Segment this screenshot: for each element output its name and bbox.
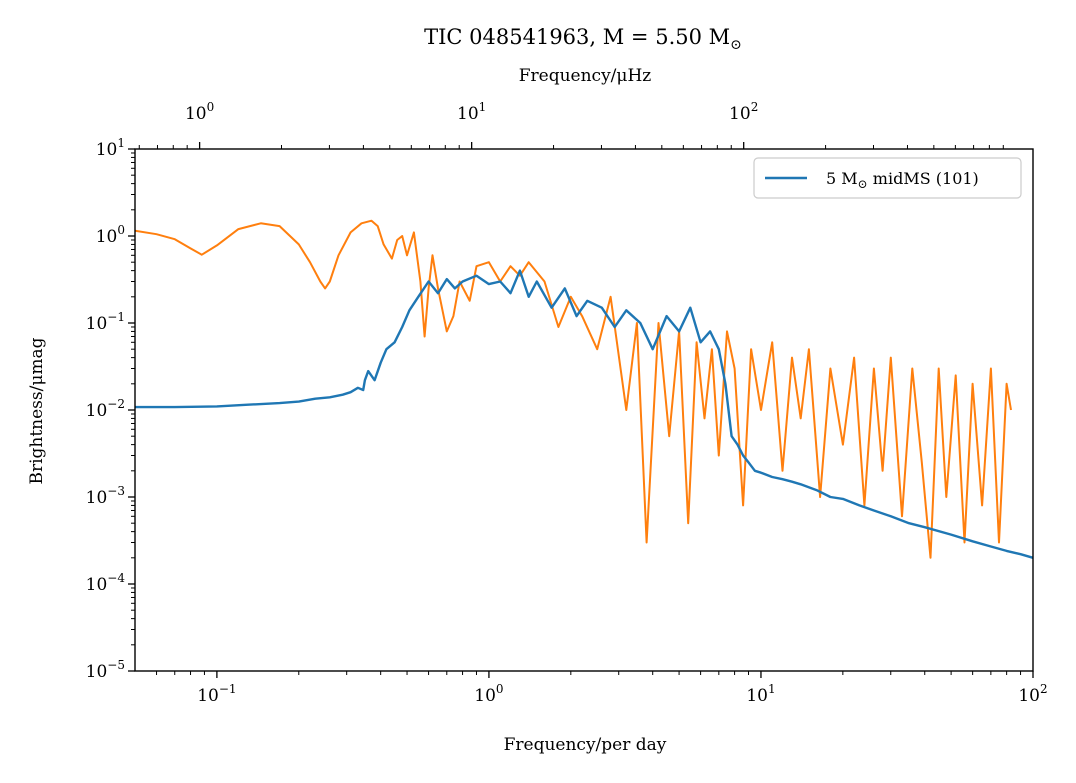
y-tick-label: 10−5: [86, 658, 125, 682]
title-subscript: ⊙: [730, 37, 742, 53]
legend-label: 5 M⊙ midMS (101): [826, 169, 979, 191]
x-tick-label: 10−1: [197, 682, 236, 706]
top-x-tick-label: 102: [729, 100, 758, 124]
y-tick-label: 100: [96, 223, 125, 247]
top-x-axis-label: Frequency/μHz: [519, 66, 652, 86]
x-axis-label: Frequency/per day: [504, 735, 667, 755]
top-x-tick-label: 101: [457, 100, 486, 124]
top-x-axis-label-text: Frequency/μHz: [519, 66, 652, 86]
x-tick-label: 101: [746, 682, 775, 706]
x-tick-label: 100: [474, 682, 503, 706]
y-tick-label: 10−4: [86, 571, 126, 595]
title-main: TIC 048541963, M = 5.50 M: [424, 25, 730, 49]
y-tick-label: 10−2: [86, 397, 125, 421]
series-line-observed: [135, 219, 1012, 559]
y-tick-label: 10−1: [86, 310, 125, 334]
y-major-ticks: 10−5 10−4 10−3 10−2 10−1 100 101: [86, 136, 135, 682]
chart-title: TIC 048541963, M = 5.50 M⊙: [424, 25, 742, 53]
series-layer: [135, 219, 1033, 559]
y-axis-label: Brightness/μmag: [27, 337, 47, 484]
top-x-major-ticks: 100 101 102: [185, 100, 758, 149]
legend-box: [753, 157, 1022, 199]
series-line-model: [135, 269, 1033, 559]
x-major-ticks: 10−1 100 101 102: [197, 671, 1048, 706]
top-x-tick-label: 100: [185, 100, 214, 124]
y-tick-label: 10−3: [86, 484, 125, 508]
y-tick-label: 101: [96, 136, 125, 160]
chart-title-text: TIC 048541963, M = 5.50 M⊙: [424, 25, 742, 53]
plot-frame: [134, 148, 1034, 672]
x-tick-label: 102: [1018, 682, 1047, 706]
legend: 5 M⊙ midMS (101): [753, 157, 1022, 199]
